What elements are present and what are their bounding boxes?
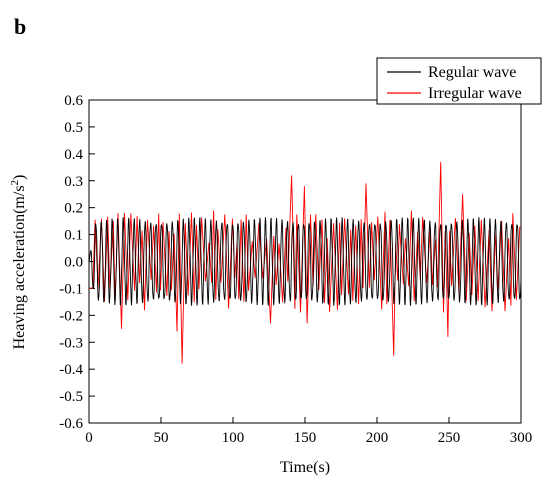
x-tick-label: 100	[222, 430, 245, 446]
y-tick-label: 0.0	[64, 255, 83, 271]
y-tick-label: -0.4	[59, 362, 83, 378]
series-line-irregular-wave	[88, 161, 521, 364]
x-tick-label: 250	[438, 430, 461, 446]
legend-box	[376, 57, 542, 105]
x-axis-title: Time(s)	[280, 459, 330, 476]
x-tick-label: 300	[510, 430, 533, 446]
x-tick-label: 50	[154, 430, 169, 446]
legend-label-regular: Regular wave	[428, 64, 516, 81]
y-axis-title-end: )	[11, 175, 28, 180]
panel-label: b	[14, 14, 26, 39]
y-tick-label: -0.6	[59, 416, 83, 432]
y-tick-label: -0.3	[59, 335, 83, 351]
legend-label-irregular: Irregular wave	[428, 85, 522, 102]
y-tick-label: 0.2	[64, 201, 83, 217]
x-tick-label: 200	[366, 430, 389, 446]
series-layer	[88, 161, 522, 364]
y-tick-label: -0.5	[59, 389, 83, 405]
y-axis-title-sup: 2	[9, 180, 21, 186]
y-tick-label: -0.1	[59, 281, 83, 297]
legend: Regular wave Irregular wave	[376, 57, 542, 105]
y-tick-label: 0.3	[64, 174, 83, 190]
y-tick-label: 0.5	[64, 120, 83, 136]
y-axis-title-main: Heaving acceleration(m/s	[11, 185, 28, 349]
y-tick-label: 0.6	[64, 93, 83, 109]
y-tick-label: 0.4	[64, 147, 83, 163]
x-tick-label: 150	[294, 430, 317, 446]
y-tick-label: -0.2	[59, 308, 83, 324]
y-tick-label: 0.1	[64, 228, 83, 244]
x-tick-label: 0	[85, 430, 93, 446]
series-line-regular-wave	[88, 216, 522, 307]
y-axis-title: Heaving acceleration(m/s2)	[9, 175, 28, 350]
x-axis: 0 50 100 150 200 250 300	[85, 417, 532, 446]
y-axis: 0.6 0.5 0.4 0.3 0.2 0.1 0.0 -0.1 -0.2 -0.3 -0.4 -0.…	[59, 93, 95, 432]
